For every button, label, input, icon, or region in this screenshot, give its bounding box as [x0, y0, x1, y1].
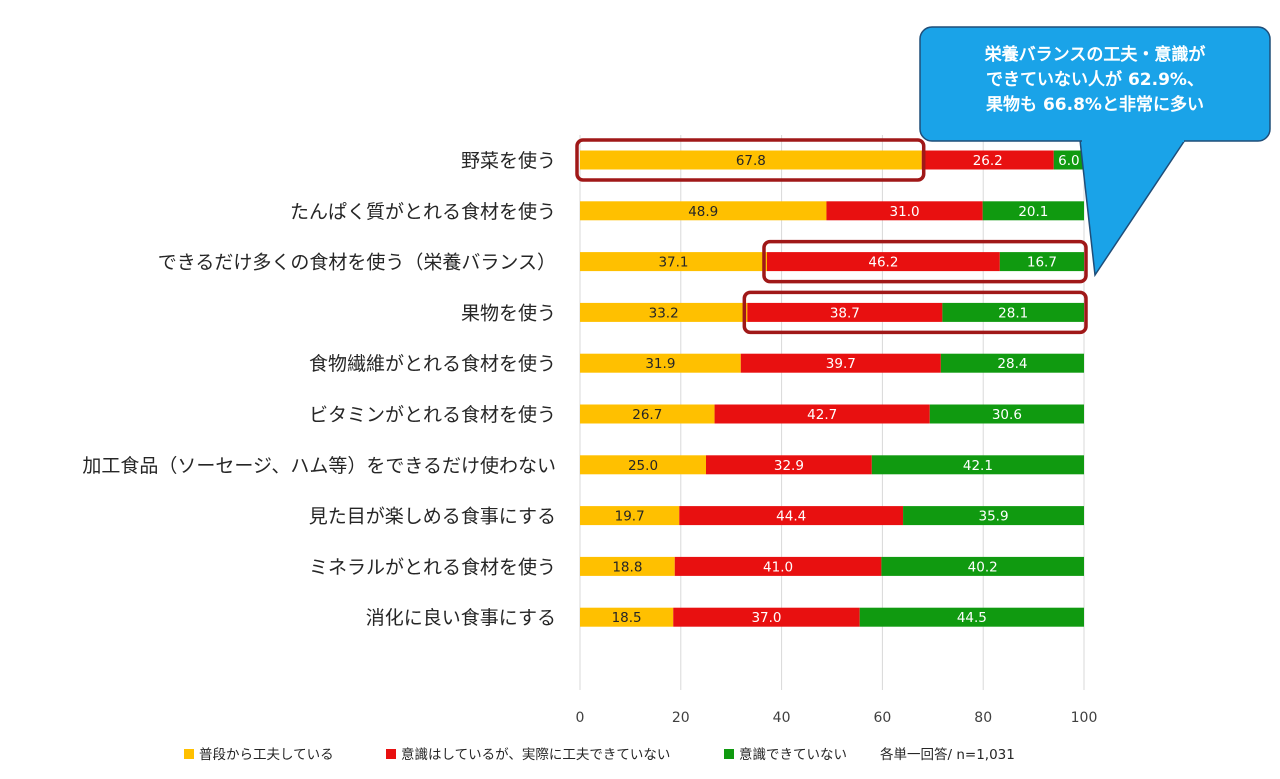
- bar-segment: [580, 556, 675, 576]
- data-label: 26.7: [632, 407, 662, 423]
- callout-text-line: できていない人が 62.9%、: [986, 69, 1204, 90]
- data-label: 44.4: [776, 509, 806, 525]
- callout-text-line: 果物も 66.8%と非常に多い: [986, 94, 1204, 115]
- bar-segment: [580, 252, 767, 272]
- legend-swatch: [184, 749, 194, 759]
- legend-label: 意識はしているが、実際に工夫できていない: [401, 746, 670, 763]
- bar-segment: [881, 556, 1084, 576]
- highlight-box: [762, 239, 1088, 284]
- bar-segment: [826, 201, 983, 221]
- data-label: 37.0: [751, 610, 781, 626]
- legend-label: 意識できていない: [739, 746, 847, 763]
- bar-segment: [871, 455, 1084, 475]
- bar-segment: [580, 455, 706, 475]
- bar-segment: [714, 404, 930, 424]
- category-label: 消化に良い食事にする: [366, 607, 556, 629]
- bar-segment: [580, 353, 741, 373]
- data-label: 30.6: [992, 407, 1022, 423]
- category-labels: 野菜を使うたんぱく質がとれる食材を使うできるだけ多くの食材を使う（栄養バランス）…: [82, 150, 556, 629]
- bar-segment: [580, 506, 680, 526]
- data-label: 67.8: [736, 153, 766, 169]
- x-tick-label: 40: [773, 710, 791, 726]
- data-label: 32.9: [774, 458, 804, 474]
- bar-segment: [766, 252, 1000, 272]
- callout-seam: [1082, 136, 1184, 142]
- bar-segment: [740, 353, 941, 373]
- category-label: 食物繊維がとれる食材を使う: [309, 353, 556, 375]
- bar-segment: [1053, 150, 1084, 170]
- bar-segment: [940, 353, 1084, 373]
- data-label: 46.2: [868, 255, 898, 271]
- bar-segment: [903, 506, 1084, 526]
- x-axis-ticks: 0 20 40 60 80 100: [576, 710, 1098, 726]
- bar-segment: [674, 556, 882, 576]
- bar-segment: [859, 607, 1084, 627]
- data-label: 18.8: [612, 559, 642, 575]
- data-label: 6.0: [1058, 153, 1079, 169]
- data-label: 38.7: [830, 305, 860, 321]
- data-label: 44.5: [957, 610, 987, 626]
- bar-segment: [982, 201, 1084, 221]
- bar-segment: [921, 150, 1054, 170]
- highlight-box: [742, 290, 1088, 335]
- callout-pointer: [1079, 139, 1186, 278]
- bar-segment: [747, 302, 943, 322]
- data-label: 33.2: [649, 305, 679, 321]
- bar-segment: [999, 252, 1084, 272]
- data-label: 31.9: [645, 356, 675, 372]
- data-label: 18.5: [612, 610, 642, 626]
- category-label: たんぱく質がとれる食材を使う: [290, 201, 556, 223]
- bar-segment: [929, 404, 1084, 424]
- x-tick-label: 100: [1071, 710, 1098, 726]
- data-label: 28.4: [997, 356, 1027, 372]
- data-label: 41.0: [763, 559, 793, 575]
- category-label: 見た目が楽しめる食事にする: [309, 506, 556, 528]
- legend: 普段から工夫している 意識はしているが、実際に工夫できていない 意識できていない 各単…: [184, 746, 1015, 763]
- data-label: 39.7: [826, 356, 856, 372]
- x-tick-label: 60: [873, 710, 891, 726]
- x-tick-label: 20: [672, 710, 690, 726]
- highlight-boxes: [575, 138, 1088, 335]
- category-label: できるだけ多くの食材を使う（栄養バランス）: [158, 252, 556, 274]
- data-label: 42.7: [807, 407, 837, 423]
- bar-segment: [673, 607, 860, 627]
- callout-text-line: 栄養バランスの工夫・意識が: [984, 44, 1206, 65]
- bar-segment: [942, 302, 1084, 322]
- data-label: 42.1: [963, 458, 993, 474]
- data-label: 25.0: [628, 458, 658, 474]
- highlight-box: [575, 138, 926, 182]
- data-label: 48.9: [688, 204, 718, 220]
- data-label: 16.7: [1027, 255, 1057, 271]
- legend-swatch: [386, 749, 396, 759]
- data-label: 20.1: [1018, 204, 1048, 220]
- category-label: ミネラルがとれる食材を使う: [309, 556, 556, 578]
- bar-segment: [580, 150, 922, 170]
- category-label: 野菜を使う: [461, 150, 556, 172]
- x-tick-label: 80: [974, 710, 992, 726]
- data-label: 40.2: [968, 559, 998, 575]
- sample-note: 各単一回答/ n=1,031: [880, 746, 1015, 763]
- bar-segment: [580, 404, 715, 424]
- bar-segment: [706, 455, 872, 475]
- bar-segment: [580, 302, 748, 322]
- x-tick-label: 0: [576, 710, 585, 726]
- data-label: 31.0: [890, 204, 920, 220]
- data-label: 37.1: [658, 255, 688, 271]
- data-label: 35.9: [979, 509, 1009, 525]
- data-label: 26.2: [973, 153, 1003, 169]
- bar-segment: [580, 201, 827, 221]
- bar-segment: [580, 607, 674, 627]
- data-label: 28.1: [998, 305, 1028, 321]
- bar-segment: [679, 506, 904, 526]
- legend-label: 普段から工夫している: [199, 747, 334, 763]
- category-label: ビタミンがとれる食材を使う: [309, 404, 556, 426]
- category-label: 加工食品（ソーセージ、ハム等）をできるだけ使わない: [82, 455, 556, 477]
- legend-swatch: [724, 749, 734, 759]
- category-label: 果物を使う: [461, 302, 556, 324]
- data-label: 19.7: [615, 509, 645, 525]
- bars: 67.8 26.2 6.0 48.9 31.0 20.1 37.1 46.2 16.7 33.2 3…: [580, 150, 1084, 627]
